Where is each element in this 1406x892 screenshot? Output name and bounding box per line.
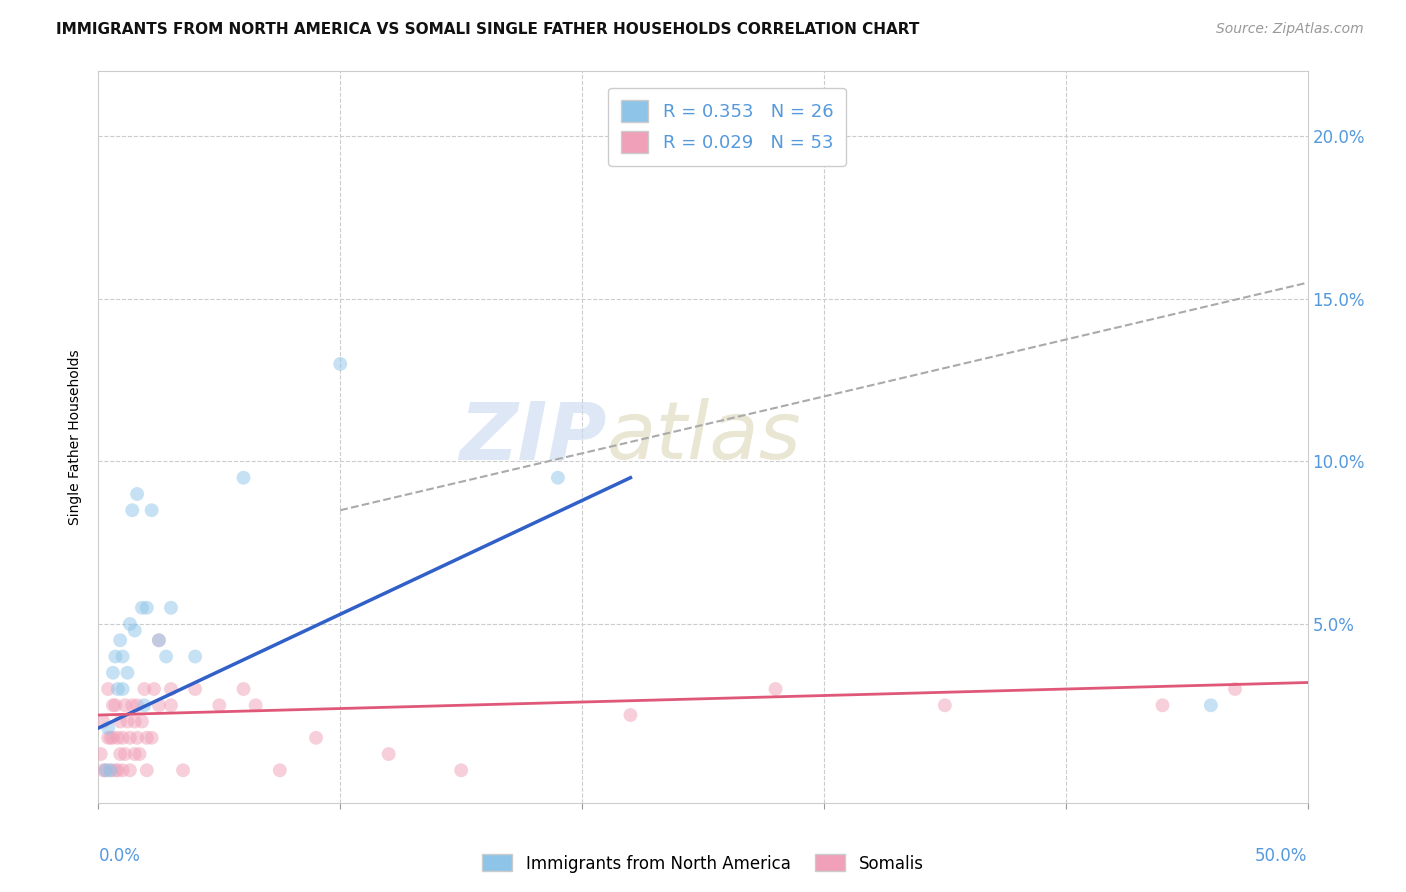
Point bbox=[104, 698, 127, 713]
Text: 50.0%: 50.0% bbox=[1256, 847, 1308, 864]
Point bbox=[117, 665, 139, 680]
Text: ZIP: ZIP bbox=[458, 398, 606, 476]
Point bbox=[100, 764, 122, 778]
Point bbox=[121, 503, 143, 517]
Point bbox=[117, 714, 139, 729]
Point bbox=[104, 764, 127, 778]
Point bbox=[108, 747, 131, 761]
Point bbox=[1152, 698, 1174, 713]
Point bbox=[114, 747, 136, 761]
Legend: Immigrants from North America, Somalis: Immigrants from North America, Somalis bbox=[475, 847, 931, 880]
Point bbox=[450, 764, 472, 778]
Point bbox=[305, 731, 328, 745]
Point bbox=[141, 731, 163, 745]
Point bbox=[547, 471, 569, 485]
Point bbox=[127, 698, 149, 713]
Point bbox=[141, 503, 163, 517]
Point bbox=[111, 731, 134, 745]
Text: IMMIGRANTS FROM NORTH AMERICA VS SOMALI SINGLE FATHER HOUSEHOLDS CORRELATION CHA: IMMIGRANTS FROM NORTH AMERICA VS SOMALI … bbox=[56, 22, 920, 37]
Point bbox=[118, 731, 141, 745]
Point bbox=[111, 681, 134, 696]
Point bbox=[100, 731, 122, 745]
Point bbox=[124, 714, 146, 729]
Text: 0.0%: 0.0% bbox=[98, 847, 141, 864]
Point bbox=[148, 633, 170, 648]
Point bbox=[148, 698, 170, 713]
Point bbox=[143, 681, 166, 696]
Point bbox=[107, 681, 129, 696]
Point bbox=[232, 681, 254, 696]
Text: atlas: atlas bbox=[606, 398, 801, 476]
Point bbox=[128, 747, 150, 761]
Point bbox=[148, 633, 170, 648]
Point bbox=[97, 681, 120, 696]
Point bbox=[100, 764, 122, 778]
Point bbox=[127, 487, 149, 501]
Point bbox=[329, 357, 352, 371]
Text: Source: ZipAtlas.com: Source: ZipAtlas.com bbox=[1216, 22, 1364, 37]
Point bbox=[160, 600, 183, 615]
Point bbox=[97, 721, 120, 735]
Point bbox=[184, 681, 207, 696]
Point bbox=[184, 649, 207, 664]
Point bbox=[160, 681, 183, 696]
Point bbox=[107, 731, 129, 745]
Point bbox=[118, 617, 141, 632]
Point bbox=[160, 698, 183, 713]
Point bbox=[124, 747, 146, 761]
Point bbox=[118, 764, 141, 778]
Point bbox=[94, 764, 117, 778]
Point bbox=[934, 698, 956, 713]
Point bbox=[134, 698, 156, 713]
Point bbox=[111, 764, 134, 778]
Point bbox=[107, 764, 129, 778]
Point bbox=[91, 764, 114, 778]
Point bbox=[114, 698, 136, 713]
Point bbox=[108, 633, 131, 648]
Point bbox=[127, 731, 149, 745]
Point bbox=[97, 731, 120, 745]
Point bbox=[131, 714, 153, 729]
Point bbox=[208, 698, 231, 713]
Point bbox=[124, 624, 146, 638]
Point bbox=[134, 681, 156, 696]
Point bbox=[377, 747, 399, 761]
Legend: R = 0.353   N = 26, R = 0.029   N = 53: R = 0.353 N = 26, R = 0.029 N = 53 bbox=[609, 87, 846, 166]
Point bbox=[245, 698, 267, 713]
Point bbox=[101, 698, 124, 713]
Point bbox=[111, 649, 134, 664]
Y-axis label: Single Father Households: Single Father Households bbox=[69, 350, 83, 524]
Point bbox=[135, 764, 157, 778]
Point bbox=[135, 731, 157, 745]
Point bbox=[1223, 681, 1246, 696]
Point bbox=[619, 708, 641, 723]
Point bbox=[108, 714, 131, 729]
Point bbox=[155, 649, 177, 664]
Point bbox=[101, 665, 124, 680]
Point bbox=[269, 764, 291, 778]
Point bbox=[94, 764, 117, 778]
Point bbox=[135, 600, 157, 615]
Point bbox=[121, 698, 143, 713]
Point bbox=[1199, 698, 1222, 713]
Point bbox=[232, 471, 254, 485]
Point bbox=[91, 714, 114, 729]
Point bbox=[172, 764, 194, 778]
Point bbox=[90, 747, 112, 761]
Point bbox=[765, 681, 787, 696]
Point bbox=[131, 600, 153, 615]
Point bbox=[104, 649, 127, 664]
Point bbox=[101, 731, 124, 745]
